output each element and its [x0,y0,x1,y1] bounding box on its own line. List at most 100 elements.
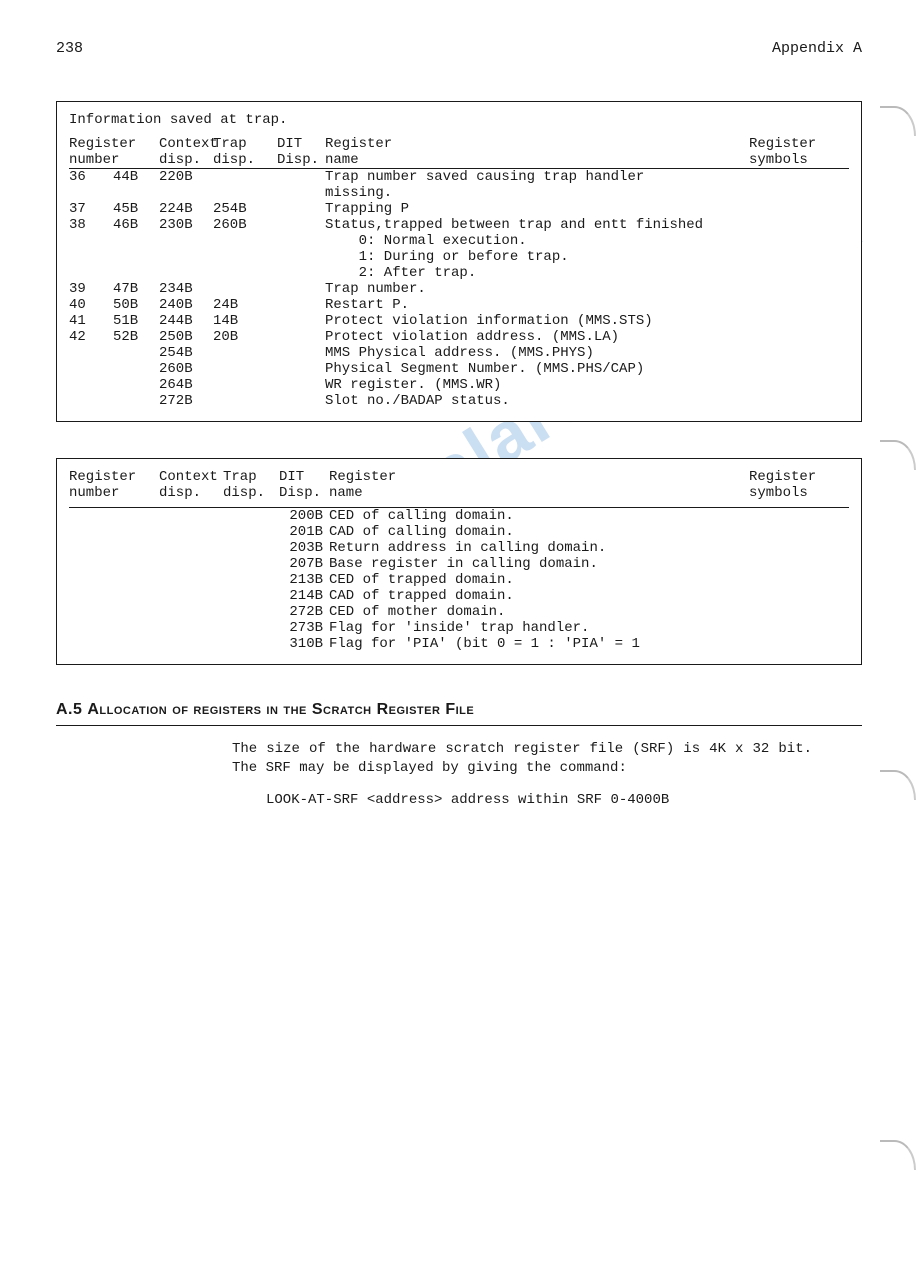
cell-dit [277,329,325,345]
cell-ctxd: 234B [159,281,213,297]
table-row: 3644B220BTrap number saved causing trap … [69,169,849,202]
cell-ctx: 46B [113,217,159,281]
cell-regnum [69,620,159,636]
table-row: 264BWR register. (MMS.WR) [69,377,849,393]
cell-trap: 24B [213,297,277,313]
cell-trap: 254B [213,201,277,217]
cell-dit [277,297,325,313]
cell-sym [749,377,849,393]
cell-dit [277,313,325,329]
cell-ctxd [159,620,223,636]
cell-name: Physical Segment Number. (MMS.PHS/CAP) [325,361,749,377]
cell-dit [277,281,325,297]
table-row: 214BCAD of trapped domain. [69,588,849,604]
cell-ctxd: 244B [159,313,213,329]
page: 238 Appendix A manualarchive.com Informa… [0,0,918,808]
cell-name: CED of mother domain. [329,604,749,620]
cell-name: CED of calling domain. [329,508,749,525]
th2-dit-a: DIT [279,469,329,485]
cell-sym [749,201,849,217]
cell-regnum [69,393,113,409]
table-row: 273BFlag for 'inside' trap handler. [69,620,849,636]
cell-sym [749,361,849,377]
table1-title: Information saved at trap. [69,112,849,128]
th2-trap-a: Trap [223,469,279,485]
cell-sym [749,556,849,572]
cell-ctxd: 224B [159,201,213,217]
table-row: 272BCED of mother domain. [69,604,849,620]
cell-ctx [113,393,159,409]
cell-sym [749,508,849,525]
th2-trap-b: disp. [223,485,279,501]
cell-regnum [69,345,113,361]
section-number: A.5 [56,701,82,718]
cell-trap [223,620,279,636]
cell-sym [749,345,849,361]
cell-sym [749,524,849,540]
th-dit-b: Disp. [277,152,325,169]
section-rule [56,725,862,726]
page-header: 238 Appendix A [56,40,862,57]
cell-sym [749,297,849,313]
th-context-b: disp. [159,152,213,169]
cell-sym [749,604,849,620]
table-row: 3846B230B260BStatus,trapped between trap… [69,217,849,281]
cell-sym [749,329,849,345]
th2-sym-a: Register [749,469,849,485]
table-row: 272BSlot no./BADAP status. [69,393,849,409]
cell-ctx [113,377,159,393]
cell-ctxd: 250B [159,329,213,345]
cell-sym [749,281,849,297]
section-title: Allocation of registers in the Scratch R… [87,701,474,718]
th2-name-b: name [329,485,749,501]
cell-regnum [69,377,113,393]
cell-dit: 200B [279,508,329,525]
cell-ctxd [159,572,223,588]
cell-name: CAD of calling domain. [329,524,749,540]
cell-ctx: 52B [113,329,159,345]
th-register-number-a: Register [69,136,159,152]
cell-ctxd [159,524,223,540]
table-row: 260B Physical Segment Number. (MMS.PHS/CA… [69,361,849,377]
cell-name: Restart P. [325,297,749,313]
cell-trap [223,540,279,556]
cell-ctxd: 260B [159,361,213,377]
cell-name: Status,trapped between trap and entt fin… [325,217,749,281]
cell-trap [213,377,277,393]
cell-dit: 201B [279,524,329,540]
cell-trap [223,556,279,572]
cell-name: CED of trapped domain. [329,572,749,588]
table-row: 201BCAD of calling domain. [69,524,849,540]
cell-name: Base register in calling domain. [329,556,749,572]
cell-dit [277,169,325,202]
cell-dit [277,377,325,393]
cell-ctxd [159,556,223,572]
cell-ctx: 45B [113,201,159,217]
cell-trap [213,393,277,409]
th-register-number-b: number [69,152,159,169]
cell-ctx: 51B [113,313,159,329]
th-sym-a: Register [749,136,849,152]
cell-ctx: 44B [113,169,159,202]
section-heading: A.5 Allocation of registers in the Scrat… [56,701,862,719]
cell-dit [277,393,325,409]
cell-regnum [69,524,159,540]
cell-name: CAD of trapped domain. [329,588,749,604]
appendix-label: Appendix A [772,40,862,57]
cell-ctxd: 254B [159,345,213,361]
cell-trap [213,281,277,297]
cell-ctxd: 230B [159,217,213,281]
cell-sym [749,620,849,636]
cell-regnum: 37 [69,201,113,217]
cell-ctxd [159,588,223,604]
cell-trap [223,636,279,652]
table-row: 254BMMS Physical address. (MMS.PHYS) [69,345,849,361]
table-row: 207BBase register in calling domain. [69,556,849,572]
table-row: 213BCED of trapped domain. [69,572,849,588]
cell-sym [749,636,849,652]
cell-name: Protect violation address. (MMS.LA) [325,329,749,345]
cell-trap [213,361,277,377]
cell-regnum [69,572,159,588]
table-row: 4252B250B20BProtect violation address. (… [69,329,849,345]
cell-dit: 272B [279,604,329,620]
